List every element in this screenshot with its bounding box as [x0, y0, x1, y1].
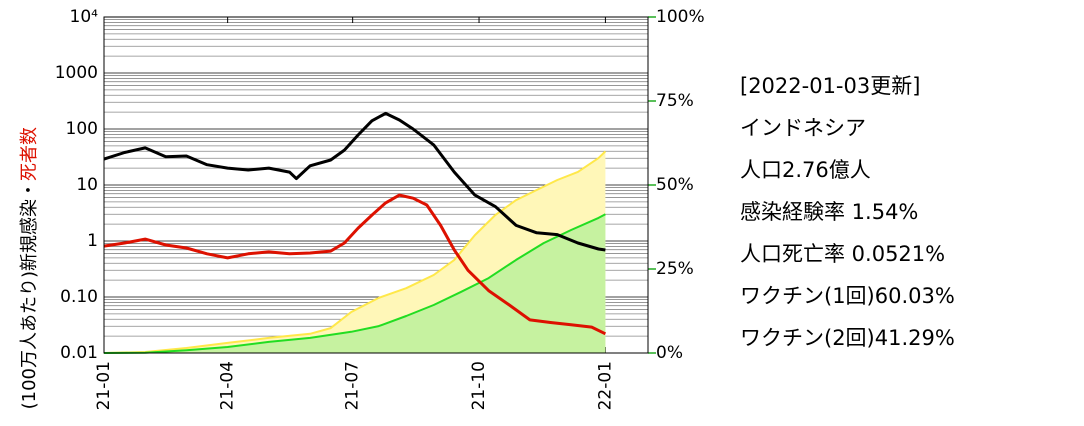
y2-tick-label: 50% [656, 175, 694, 195]
y2-tick-label: 0% [656, 343, 683, 363]
y-tick-label: 1 [87, 231, 98, 251]
info-line: 感染経験率 1.54% [740, 200, 918, 224]
y-label-main: (100万人あたり)新規感染・ [19, 181, 40, 409]
x-tick-label: 21-01 [94, 361, 114, 410]
y-tick-label: 1000 [55, 63, 98, 83]
x-tick-label: 21-10 [469, 361, 489, 410]
y-tick-label: 0.01 [60, 343, 98, 363]
y-label: (100万人あたり)新規感染・死者数 [19, 127, 40, 409]
info-line: インドネシア [740, 116, 866, 140]
series-line [103, 193, 607, 336]
y-tick-label: 10⁴ [70, 7, 99, 27]
x-tick-label: 21-04 [218, 361, 238, 410]
x-tick-label: 22-01 [595, 361, 615, 410]
y-label-red: 死者数 [19, 127, 40, 181]
plot-frame [103, 16, 649, 354]
info-line: ワクチン(2回)41.29% [740, 326, 955, 350]
area-fill [104, 214, 606, 353]
series-line [103, 213, 606, 354]
y-tick-label: 0.10 [60, 287, 98, 307]
info-line: 人口死亡率 0.0521% [740, 242, 945, 266]
x-tick-label: 21-07 [343, 361, 363, 410]
y2-tick-label: 100% [656, 7, 705, 27]
info-line: ワクチン(1回)60.03% [740, 284, 955, 308]
y-axis-title: (100万人あたり)新規感染・死者数 [19, 127, 40, 409]
series-line [103, 150, 607, 354]
info-line: 人口2.76億人 [740, 158, 871, 182]
y-tick-label: 10 [76, 175, 98, 195]
y-tick-label: 100 [66, 119, 98, 139]
y2-tick-label: 75% [656, 91, 694, 111]
y2-tick-label: 25% [656, 259, 694, 279]
series-line [103, 111, 606, 252]
info-line: [2022-01-03更新] [740, 74, 920, 98]
